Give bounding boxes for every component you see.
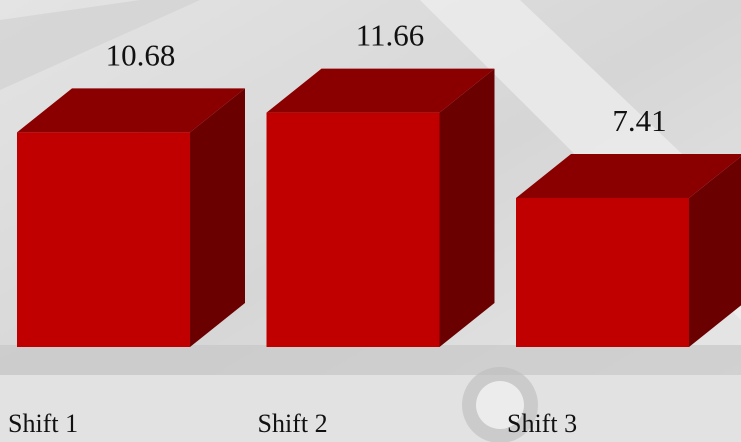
page: 10.68Shift 111.66Shift 27.41Shift 3 (() … bbox=[0, 0, 741, 442]
bar-front bbox=[267, 113, 440, 347]
value-label: 10.68 bbox=[106, 37, 176, 72]
bar-front bbox=[17, 132, 190, 347]
bar-front bbox=[516, 198, 689, 347]
bar-side bbox=[190, 88, 245, 347]
category-label: Shift 2 bbox=[258, 409, 328, 438]
value-label: 11.66 bbox=[356, 18, 425, 53]
category-label: Shift 3 bbox=[507, 409, 577, 438]
value-label: 7.41 bbox=[612, 103, 666, 138]
bar-side bbox=[440, 69, 495, 347]
background-floor bbox=[0, 375, 741, 442]
background-rail bbox=[0, 345, 741, 375]
category-label: Shift 1 bbox=[8, 409, 78, 438]
chart: 10.68 Shift 1 11.66 Shift 2 7.41 Shift 3 bbox=[0, 0, 741, 442]
